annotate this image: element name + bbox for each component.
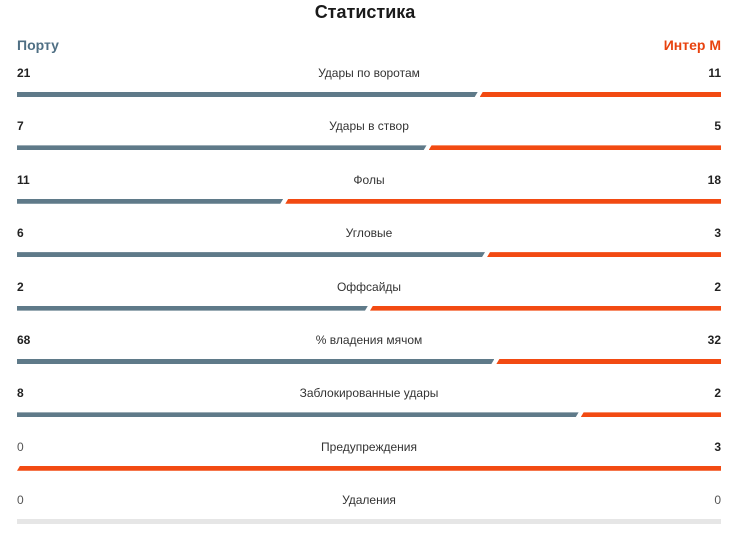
stat-row: 0 Удаления 0 xyxy=(17,487,721,540)
stat-comparison-bar xyxy=(17,519,721,525)
stat-comparison-bar xyxy=(17,92,721,97)
stat-row: 6 Угловые 3 xyxy=(17,220,721,273)
home-share-bar xyxy=(17,252,485,257)
bar-separator xyxy=(494,359,496,364)
away-stat-value: 32 xyxy=(707,332,721,347)
stat-label: Угловые xyxy=(345,226,393,241)
away-stat-value: 0 xyxy=(714,493,721,508)
away-stat-value: 3 xyxy=(714,226,721,241)
away-stat-value: 2 xyxy=(714,279,721,294)
stat-label: Оффсайды xyxy=(336,279,402,294)
home-stat-value: 7 xyxy=(17,119,24,134)
home-stat-value: 0 xyxy=(17,493,24,508)
stat-comparison-bar xyxy=(17,305,721,311)
home-stat-value: 68 xyxy=(17,332,31,347)
home-stat-value: 2 xyxy=(17,279,24,294)
stat-label: Предупреждения xyxy=(321,439,417,454)
stat-row: 21 Удары по воротам 11 xyxy=(17,60,721,113)
away-share-bar xyxy=(496,358,721,364)
stat-label: % владения мячом xyxy=(315,332,423,347)
bar-separator xyxy=(485,252,487,257)
away-stat-value: 5 xyxy=(714,119,721,134)
away-share-bar xyxy=(17,465,721,471)
away-share-bar xyxy=(479,92,721,97)
home-share-bar xyxy=(17,306,368,311)
home-stat-value: 0 xyxy=(17,439,24,454)
bar-separator xyxy=(283,199,285,204)
home-share-bar xyxy=(17,359,494,364)
home-stat-value: 11 xyxy=(17,172,30,187)
bar-separator xyxy=(478,92,480,97)
stat-label: Заблокированные удары xyxy=(299,386,439,401)
home-share-bar xyxy=(17,199,283,204)
stat-row: 0 Предупреждения 3 xyxy=(17,434,721,487)
stat-row: 68 % владения мячом 32 xyxy=(17,327,721,380)
home-share-bar xyxy=(17,92,478,97)
away-share-bar xyxy=(428,145,721,151)
home-share-bar xyxy=(17,145,427,150)
stats-list: 21 Удары по воротам 11 7 Удары в створ 5 11 Фол… xyxy=(17,60,721,541)
panel-title: Статистика xyxy=(314,2,416,22)
stat-label: Удары по воротам xyxy=(318,66,420,80)
home-stat-value: 21 xyxy=(17,66,31,80)
home-stat-value: 8 xyxy=(17,386,24,401)
stat-label: Удаления xyxy=(342,493,396,508)
stat-comparison-bar xyxy=(17,465,721,471)
stat-comparison-bar xyxy=(17,412,721,418)
away-share-bar xyxy=(487,252,721,258)
stat-row: 8 Заблокированные удары 2 xyxy=(17,380,721,433)
stat-comparison-bar xyxy=(17,145,721,151)
away-share-bar xyxy=(370,305,721,311)
stat-row: 7 Удары в створ 5 xyxy=(17,113,721,166)
stat-row: 11 Фолы 18 xyxy=(17,167,721,220)
stat-label: Фолы xyxy=(353,172,385,187)
away-stat-value: 11 xyxy=(708,66,721,80)
stat-comparison-bar xyxy=(17,252,721,258)
away-share-bar xyxy=(285,198,721,204)
home-stat-value: 6 xyxy=(17,226,24,241)
away-stat-value: 18 xyxy=(707,172,721,187)
away-share-bar xyxy=(580,412,721,418)
stat-row: 2 Оффсайды 2 xyxy=(17,274,721,327)
away-stat-value: 3 xyxy=(714,439,721,454)
home-team-name: Порту xyxy=(17,37,59,53)
stat-comparison-bar xyxy=(17,198,721,204)
bar-separator xyxy=(368,306,370,311)
home-share-bar xyxy=(17,412,579,417)
bar-separator xyxy=(579,412,581,417)
stat-comparison-bar xyxy=(17,358,721,364)
away-stat-value: 2 xyxy=(714,386,721,401)
stat-label: Удары в створ xyxy=(329,119,409,134)
bar-separator xyxy=(427,145,429,150)
away-team-name: Интер М xyxy=(663,37,721,53)
